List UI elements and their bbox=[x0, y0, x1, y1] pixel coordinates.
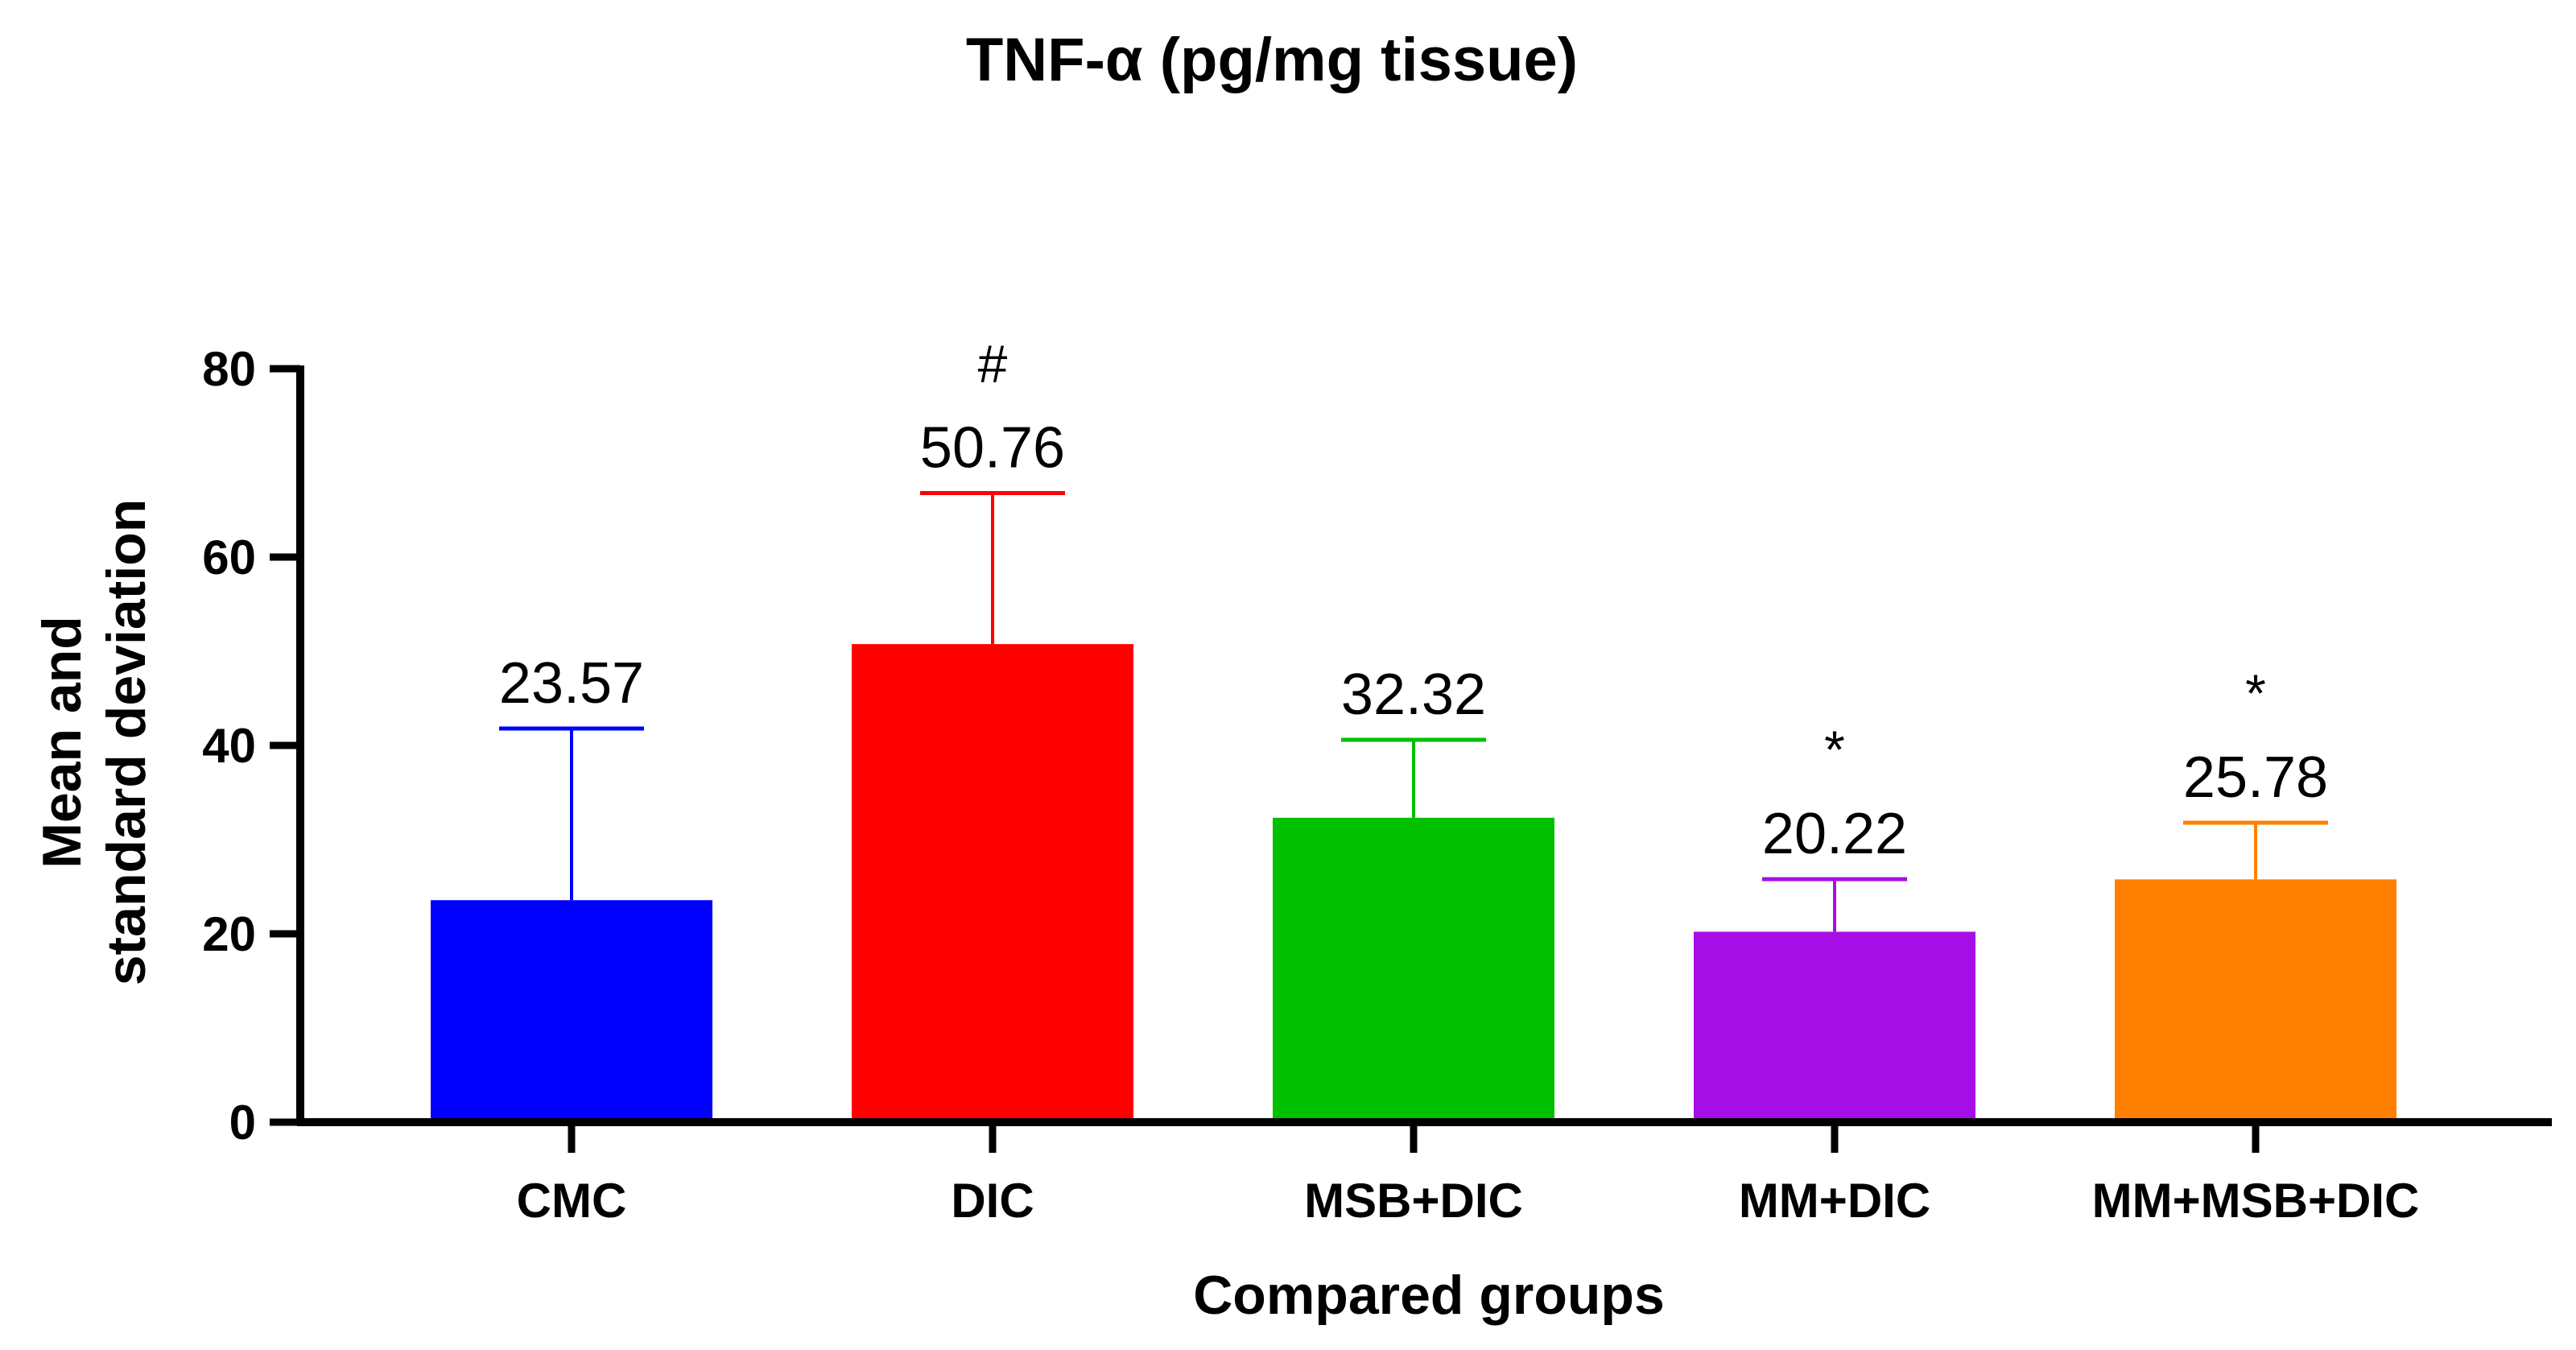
y-tick-label: 40 bbox=[202, 719, 256, 773]
data-label: 23.57 bbox=[499, 651, 644, 716]
bar-msb-dic bbox=[1273, 817, 1554, 1122]
bar-mm-msb-dic bbox=[2115, 879, 2396, 1122]
data-label: 20.22 bbox=[1762, 802, 1907, 866]
x-axis-title: Compared groups bbox=[1193, 1265, 1665, 1326]
x-tick-label: DIC bbox=[951, 1174, 1034, 1228]
y-tick-label: 60 bbox=[202, 531, 256, 584]
bar-dic bbox=[852, 644, 1133, 1122]
y-tick-label: 0 bbox=[229, 1096, 256, 1150]
data-label: 25.78 bbox=[2183, 745, 2328, 810]
data-label: 32.32 bbox=[1341, 663, 1486, 727]
y-axis-title-line-1: Mean and bbox=[31, 616, 93, 869]
y-tick-label: 80 bbox=[202, 342, 256, 396]
y-tick-label: 20 bbox=[202, 907, 256, 961]
significance-marker: # bbox=[978, 333, 1008, 393]
data-label: 50.76 bbox=[920, 415, 1065, 480]
x-tick-label: MM+MSB+DIC bbox=[2092, 1174, 2420, 1228]
y-axis-title: Mean and standard deviation bbox=[31, 499, 157, 986]
significance-marker: * bbox=[2245, 663, 2266, 723]
x-tick-label: MSB+DIC bbox=[1304, 1174, 1523, 1228]
x-tick-label: MM+DIC bbox=[1739, 1174, 1930, 1228]
x-tick-label: CMC bbox=[517, 1174, 627, 1228]
significance-marker: * bbox=[1824, 720, 1845, 779]
plot-area: 23.57 CMC 50.76 # DIC 32.32 MSB+DIC 20.22 * MM+DI… bbox=[202, 333, 2552, 1228]
chart-title: TNF-α (pg/mg tissue) bbox=[966, 26, 1578, 94]
bar-mm-dic bbox=[1694, 931, 1975, 1122]
bar-cmc bbox=[431, 900, 712, 1122]
y-axis-title-line-2: standard deviation bbox=[96, 499, 157, 986]
